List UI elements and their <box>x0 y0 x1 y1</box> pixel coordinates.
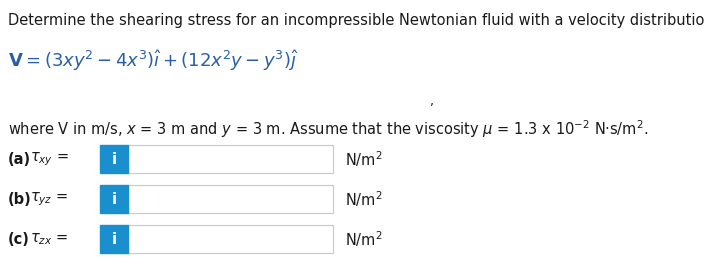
FancyBboxPatch shape <box>128 225 333 253</box>
FancyBboxPatch shape <box>128 145 333 173</box>
Text: N/m$^2$: N/m$^2$ <box>345 229 383 249</box>
Text: ,: , <box>430 95 434 108</box>
Text: $\tau_{yz}$ =: $\tau_{yz}$ = <box>30 190 68 208</box>
Text: i: i <box>111 232 116 246</box>
Text: (a): (a) <box>8 152 31 166</box>
FancyBboxPatch shape <box>100 185 128 213</box>
Text: where V in m/s, $x$ = 3 m and $y$ = 3 m. Assume that the viscosity $\mu$ = 1.3 x: where V in m/s, $x$ = 3 m and $y$ = 3 m.… <box>8 118 648 140</box>
Text: i: i <box>111 192 116 206</box>
FancyBboxPatch shape <box>100 225 128 253</box>
Text: (b): (b) <box>8 192 32 206</box>
Text: $\mathbf{V} = (3xy^2 - 4x^3)\hat{\imath} + (12x^2y - y^3)\hat{\jmath}$: $\mathbf{V} = (3xy^2 - 4x^3)\hat{\imath}… <box>8 48 298 73</box>
FancyBboxPatch shape <box>100 145 128 173</box>
FancyBboxPatch shape <box>128 185 333 213</box>
Text: $\tau_{zx}$ =: $\tau_{zx}$ = <box>30 231 68 247</box>
Text: i: i <box>111 152 116 166</box>
Text: (c): (c) <box>8 232 30 246</box>
Text: Determine the shearing stress for an incompressible Newtonian fluid with a veloc: Determine the shearing stress for an inc… <box>8 13 705 28</box>
Text: N/m$^2$: N/m$^2$ <box>345 149 383 169</box>
Text: N/m$^2$: N/m$^2$ <box>345 189 383 209</box>
Text: $\tau_{xy}$ =: $\tau_{xy}$ = <box>30 150 68 168</box>
